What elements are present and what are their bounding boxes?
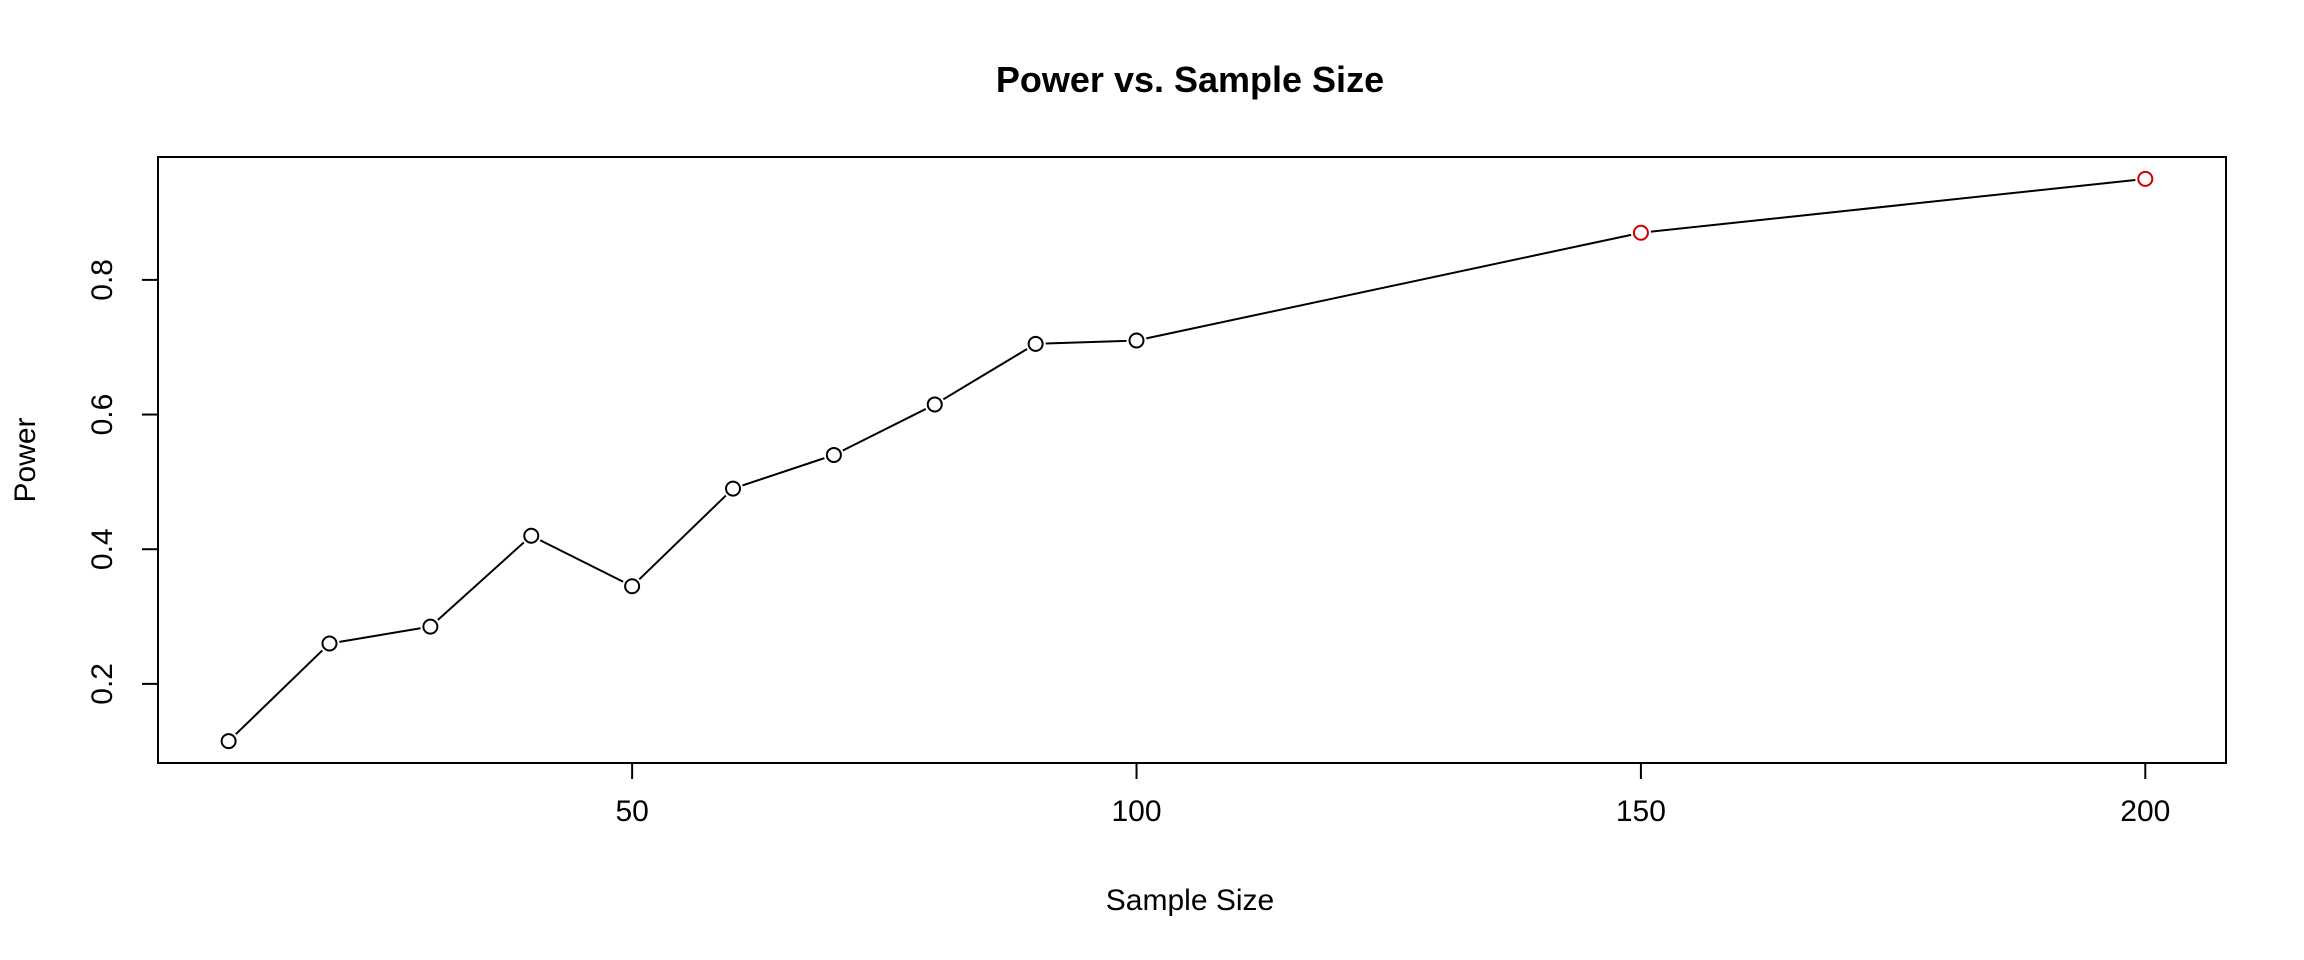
data-point [2137, 170, 2154, 187]
data-point [422, 618, 439, 635]
data-point [1128, 332, 1145, 349]
line-segment [942, 348, 1028, 401]
data-point [220, 733, 237, 750]
series-line [235, 178, 2136, 735]
data-point [624, 578, 641, 595]
line-segment [235, 649, 324, 735]
data-point [825, 446, 842, 463]
x-tick-label: 150 [1616, 795, 1666, 828]
data-point [926, 396, 943, 413]
data-point [523, 527, 540, 544]
data-point [321, 635, 338, 652]
line-segment [1650, 178, 2136, 233]
y-tick-label: 0.2 [86, 663, 119, 705]
plot-frame [157, 156, 2227, 764]
y-tick-label: 0.6 [86, 394, 119, 436]
y-tick-label: 0.8 [86, 259, 119, 301]
line-segment [1146, 233, 1632, 340]
x-axis: 50 100 150 200 [615, 763, 2170, 828]
line-segment [539, 539, 624, 583]
line-segment [339, 627, 421, 643]
line-segment [842, 408, 927, 452]
chart-title: Power vs. Sample Size [996, 59, 1384, 100]
x-axis-label: Sample Size [1106, 884, 1274, 917]
line-segment [638, 494, 727, 581]
line-segment [1045, 339, 1127, 345]
data-point [725, 480, 742, 497]
data-point [1027, 335, 1044, 352]
y-axis: 0.2 0.4 0.6 0.8 [86, 259, 158, 705]
line-segment [437, 541, 525, 621]
x-tick-label: 100 [1111, 795, 1161, 828]
data-point [1632, 224, 1649, 241]
x-tick-label: 50 [615, 795, 648, 828]
y-axis-label: Power [9, 417, 42, 502]
x-tick-label: 200 [2120, 795, 2170, 828]
y-tick-label: 0.4 [86, 528, 119, 570]
series-points [220, 170, 2154, 750]
line-segment [742, 457, 825, 487]
